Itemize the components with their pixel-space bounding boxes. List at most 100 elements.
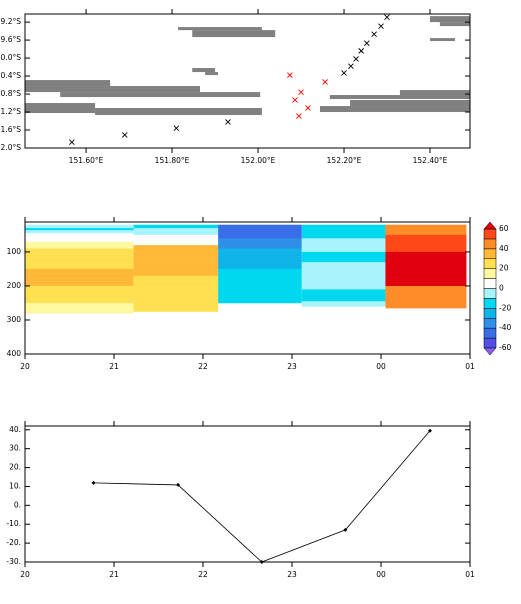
heat-cell	[218, 268, 302, 287]
colorbar-box	[483, 268, 497, 279]
cross-marker	[363, 40, 370, 47]
heat-cell	[301, 275, 386, 290]
colorbar-label: 40	[499, 244, 509, 253]
heat-cell	[25, 302, 134, 314]
land-band	[192, 68, 216, 73]
land-band	[192, 30, 276, 38]
land-band	[25, 80, 111, 87]
y-tick-label: 10.4°S	[0, 71, 21, 80]
land-band	[430, 38, 455, 42]
y-tick-label: 300	[7, 315, 22, 324]
cross-marker	[69, 139, 75, 145]
land-band	[205, 72, 219, 76]
y-tick-label: 20.	[9, 463, 21, 472]
land-band	[329, 95, 470, 100]
land-band	[25, 103, 96, 114]
x-tick-label: 152.20°E	[327, 156, 362, 165]
heat-cell	[25, 241, 134, 249]
y-tick-label: 11.6°S	[0, 125, 21, 134]
colorbar-box	[483, 308, 497, 319]
colorbar-label: 0	[499, 284, 504, 293]
cross-marker	[305, 105, 311, 111]
y-tick-label: 200	[7, 281, 22, 290]
x-tick-label: 01	[465, 570, 475, 579]
y-tick-label: 40.	[9, 425, 21, 434]
colorbar-end-low	[483, 347, 497, 356]
x-tick-label: 21	[109, 570, 119, 579]
heat-cell	[133, 224, 219, 229]
cross-marker	[378, 23, 384, 29]
heat-cell	[25, 268, 134, 287]
y-tick-label: -30.	[6, 557, 21, 566]
point-marker	[176, 482, 181, 487]
y-tick-label: 400	[7, 349, 22, 358]
land-band	[439, 22, 470, 27]
cross-marker	[296, 113, 302, 119]
heat-cell	[301, 289, 386, 302]
cross-marker	[121, 132, 128, 138]
heat-cell	[385, 285, 467, 297]
y-tick-label: 10.	[9, 481, 21, 490]
heat-cell	[218, 224, 302, 239]
point-marker	[343, 527, 348, 532]
heat-cell	[25, 224, 134, 229]
y-tick-label: 12.0°S	[0, 143, 21, 152]
heat-cell	[133, 228, 219, 236]
x-tick-label: 00	[376, 362, 386, 371]
heat-cell	[218, 285, 302, 304]
heat-cell	[385, 234, 467, 253]
land-band	[178, 27, 262, 31]
y-tick-label: 100	[7, 247, 22, 256]
heat-cell	[301, 238, 386, 253]
land-band	[25, 86, 200, 93]
x-tick-label: 20	[20, 362, 30, 371]
point-marker	[91, 480, 96, 485]
x-tick-label: 152.00°E	[241, 156, 276, 165]
colorbar-box	[483, 278, 497, 289]
plot-frame	[24, 221, 471, 355]
heat-cell	[133, 299, 219, 312]
heat-cell	[218, 248, 302, 270]
colorbar-box	[483, 228, 497, 240]
x-tick-label: 152.40°E	[413, 156, 448, 165]
heat-cell	[301, 301, 386, 307]
x-tick-label: 22	[198, 362, 208, 371]
heat-cell	[385, 224, 467, 236]
x-tick-label: 22	[198, 570, 208, 579]
land-band	[319, 106, 470, 113]
cross-marker	[341, 70, 347, 76]
colorbar-box	[483, 298, 497, 309]
colorbar-box	[483, 318, 497, 329]
cross-marker	[371, 31, 377, 38]
heat-cell	[25, 228, 134, 231]
cross-marker	[292, 97, 298, 103]
heat-cell	[25, 285, 134, 304]
x-tick-label: 151.80°E	[155, 156, 190, 165]
cross-marker	[358, 48, 365, 54]
y-tick-label: -20.	[6, 538, 21, 547]
heat-cell	[218, 238, 302, 249]
colorbar-label: -60	[499, 343, 511, 352]
x-tick-label: 21	[109, 362, 119, 371]
land-band	[350, 100, 470, 107]
heat-cell	[133, 292, 219, 300]
point-marker	[427, 428, 432, 433]
x-tick-label: 20	[20, 570, 30, 579]
colorbar-end-high	[483, 221, 497, 230]
colorbar-box	[483, 238, 497, 250]
y-tick-label: 11.2°S	[0, 107, 21, 116]
colorbar-label: -40	[499, 323, 511, 332]
land-band	[399, 90, 470, 97]
land-band	[95, 108, 262, 116]
land-band	[60, 92, 261, 98]
x-tick-label: 00	[376, 570, 386, 579]
cross-marker	[287, 72, 293, 78]
heat-cell	[385, 251, 467, 287]
cross-marker	[384, 14, 390, 20]
heat-cell	[25, 248, 134, 270]
y-tick-label: 10.0°S	[0, 53, 21, 62]
y-tick-label: 10.8°S	[0, 89, 21, 98]
colorbar-box	[483, 248, 497, 259]
y-tick-label: 30.	[9, 444, 21, 453]
colorbar-label: 20	[499, 264, 509, 273]
